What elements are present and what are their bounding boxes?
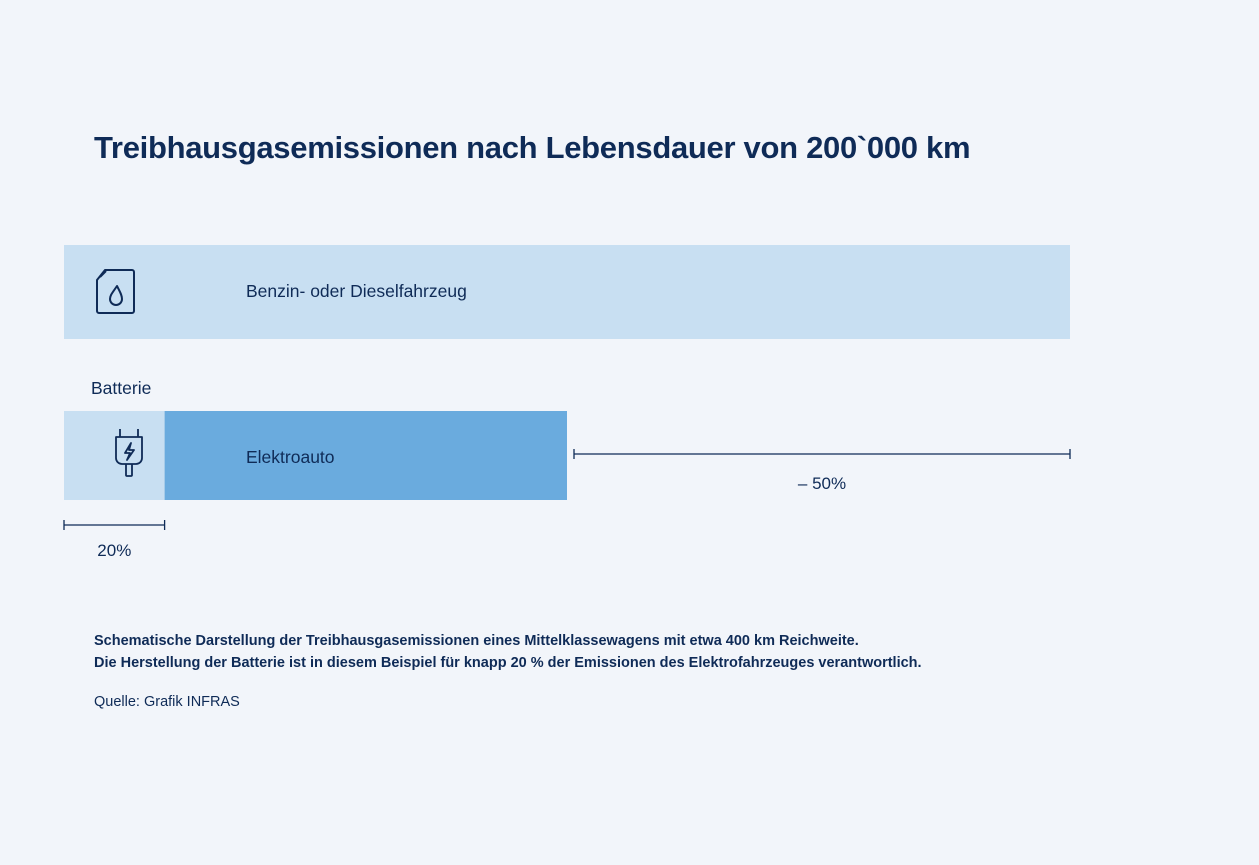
footnote: Schematische Darstellung der Treibhausga…	[94, 630, 922, 674]
footnote-line: Die Herstellung der Batterie ist in dies…	[94, 655, 922, 671]
battery-share-bracket	[63, 520, 166, 530]
annotation-battery-share: 20%	[97, 541, 131, 560]
source-credit: Quelle: Grafik INFRAS	[94, 694, 240, 710]
bar-label-electric: Elektroauto	[246, 447, 335, 467]
annotation-reduction: – 50%	[798, 474, 846, 493]
reduction-bracket	[573, 449, 1071, 459]
footnote-line: Schematische Darstellung der Treibhausga…	[94, 633, 859, 649]
bar-electric-segment	[164, 411, 567, 500]
bar-battery-segment	[64, 411, 165, 500]
bar-combustion	[64, 245, 1070, 339]
chart-title: Treibhausgasemissionen nach Lebensdauer …	[94, 130, 971, 165]
bar-label-combustion: Benzin- oder Dieselfahrzeug	[246, 281, 467, 301]
fuel-canister-icon	[96, 269, 135, 314]
plug-icon	[115, 429, 143, 477]
battery-label: Batterie	[91, 378, 151, 398]
